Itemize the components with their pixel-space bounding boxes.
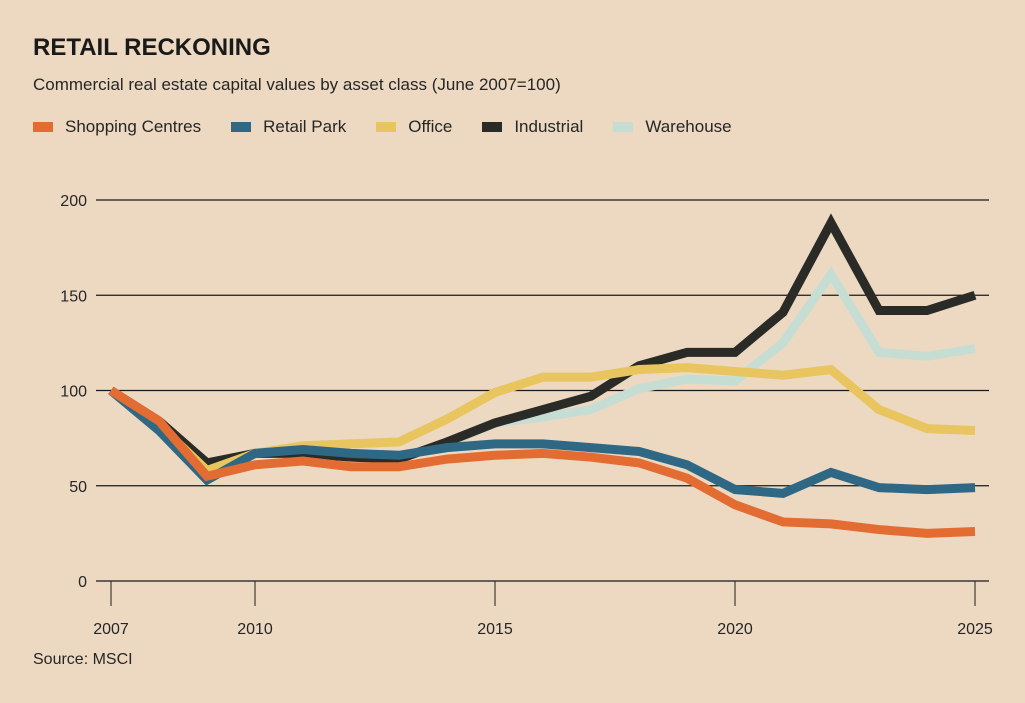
legend-label-industrial: Industrial xyxy=(514,117,584,136)
legend-swatch-warehouse xyxy=(613,122,634,132)
legend-label-retail-park: Retail Park xyxy=(263,117,347,136)
series-line-shopping-centres xyxy=(108,386,976,538)
y-axis-ticks: 0 50 100 150 200 xyxy=(60,193,87,591)
y-tick-label: 100 xyxy=(60,384,87,401)
y-tick-label: 0 xyxy=(78,574,87,591)
y-tick-label: 50 xyxy=(69,479,87,496)
x-tick-label: 2025 xyxy=(957,621,993,638)
legend-label-shopping-centres: Shopping Centres xyxy=(65,117,202,136)
chart-subtitle: Commercial real estate capital values by… xyxy=(33,75,561,94)
legend-item-office: Office xyxy=(376,117,452,137)
series-lines xyxy=(108,213,977,538)
legend-item-industrial: Industrial xyxy=(482,117,583,137)
x-tick-label: 2020 xyxy=(717,621,753,638)
x-tick-label: 2015 xyxy=(477,621,513,638)
series-line-warehouse xyxy=(108,266,976,468)
legend-label-office: Office xyxy=(408,117,453,136)
source-note: Source: MSCI xyxy=(33,651,133,668)
legend-swatch-office xyxy=(376,122,397,132)
legend-swatch-industrial xyxy=(482,122,503,132)
x-axis-ticks: 2007 2010 2015 2020 2025 xyxy=(93,581,993,638)
y-tick-label: 150 xyxy=(60,288,87,305)
series-line-retail-park xyxy=(108,387,976,498)
series-line-industrial xyxy=(108,213,977,468)
legend-item-retail-park: Retail Park xyxy=(231,117,346,137)
chart-title: RETAIL RECKONING xyxy=(33,34,271,61)
legend: Shopping Centres Retail Park Office Indu… xyxy=(33,117,762,137)
x-tick-label: 2007 xyxy=(93,621,129,638)
legend-item-warehouse: Warehouse xyxy=(613,117,732,137)
legend-label-warehouse: Warehouse xyxy=(645,117,732,136)
gridlines xyxy=(96,199,989,582)
legend-swatch-retail-park xyxy=(231,122,252,132)
y-tick-label: 200 xyxy=(60,193,87,210)
x-tick-label: 2010 xyxy=(237,621,273,638)
legend-swatch-shopping-centres xyxy=(33,122,53,132)
legend-item-shopping-centres: Shopping Centres xyxy=(33,117,201,137)
